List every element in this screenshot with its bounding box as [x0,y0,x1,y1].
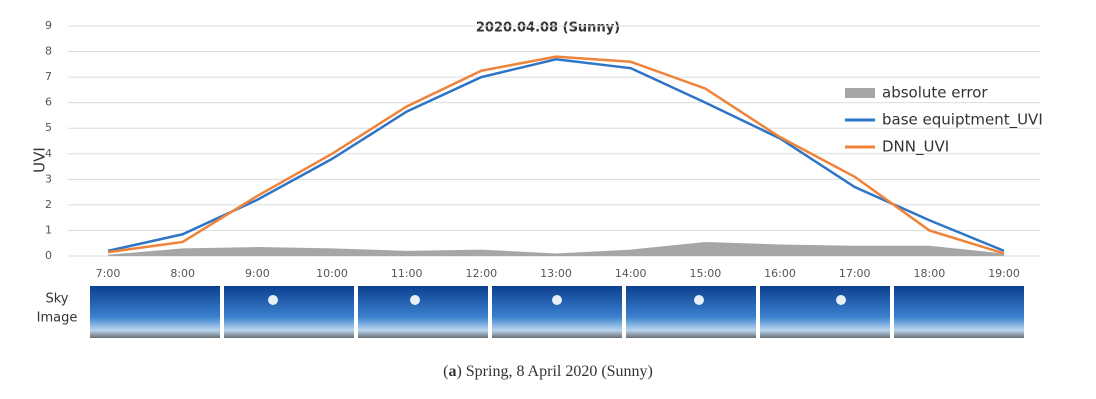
y-tick-label: 9 [45,19,52,32]
x-tick-label: 7:00 [96,267,121,280]
y-axis-label: UVI [31,147,49,173]
x-tick-label: 9:00 [245,267,270,280]
x-tick-label: 11:00 [391,267,423,280]
caption-text: ) Spring, 8 April 2020 (Sunny) [456,363,652,380]
sky-image [224,286,354,338]
x-tick-label: 14:00 [615,267,647,280]
area [108,241,1005,256]
line [107,57,1005,253]
sun [268,295,278,305]
caption-label: a [448,363,456,380]
y-tick-label: 2 [45,198,52,211]
y-tick-label: 8 [45,45,52,58]
sun [410,295,420,305]
legend-label: base equiptment_UVI [882,111,1043,130]
caption-open: ( [443,363,448,380]
x-tick-label: 13:00 [540,267,572,280]
sky-image [358,286,488,338]
sky-image [626,286,756,338]
x-tick-label: 17:00 [839,267,871,280]
y-tick-label: 7 [45,70,52,83]
line [107,55,1005,255]
x-tick-label: 8:00 [170,267,195,280]
y-tick-label: 6 [45,96,52,109]
y-tick-label: 5 [45,121,52,134]
x-tick-label: 18:00 [914,267,946,280]
x-tick-label: 16:00 [764,267,796,280]
sky-image [760,286,890,338]
sky-image [492,286,622,338]
y-tick-label: 0 [45,249,52,262]
sky-image [894,286,1024,338]
sun [552,295,562,305]
legend-label: absolute error [882,84,988,102]
sky-image [90,286,220,338]
x-tick-label: 10:00 [316,267,348,280]
chart-title: 2020.04.08 (Sunny) [476,21,620,36]
y-tick-label: 3 [45,172,52,185]
legend-label: DNN_UVI [882,138,949,157]
sky-label: Sky [45,292,68,307]
caption: (a) Spring, 8 April 2020 (Sunny) [443,363,653,380]
sky-label: Image [37,311,78,326]
sun [694,295,704,305]
sun [836,295,846,305]
legend-swatch [845,88,875,98]
x-tick-label: 19:00 [988,267,1020,280]
x-tick-label: 15:00 [690,267,722,280]
y-tick-label: 4 [45,147,52,160]
sky-images [90,286,1024,338]
y-tick-label: 1 [45,223,52,236]
x-tick-label: 12:00 [465,267,497,280]
